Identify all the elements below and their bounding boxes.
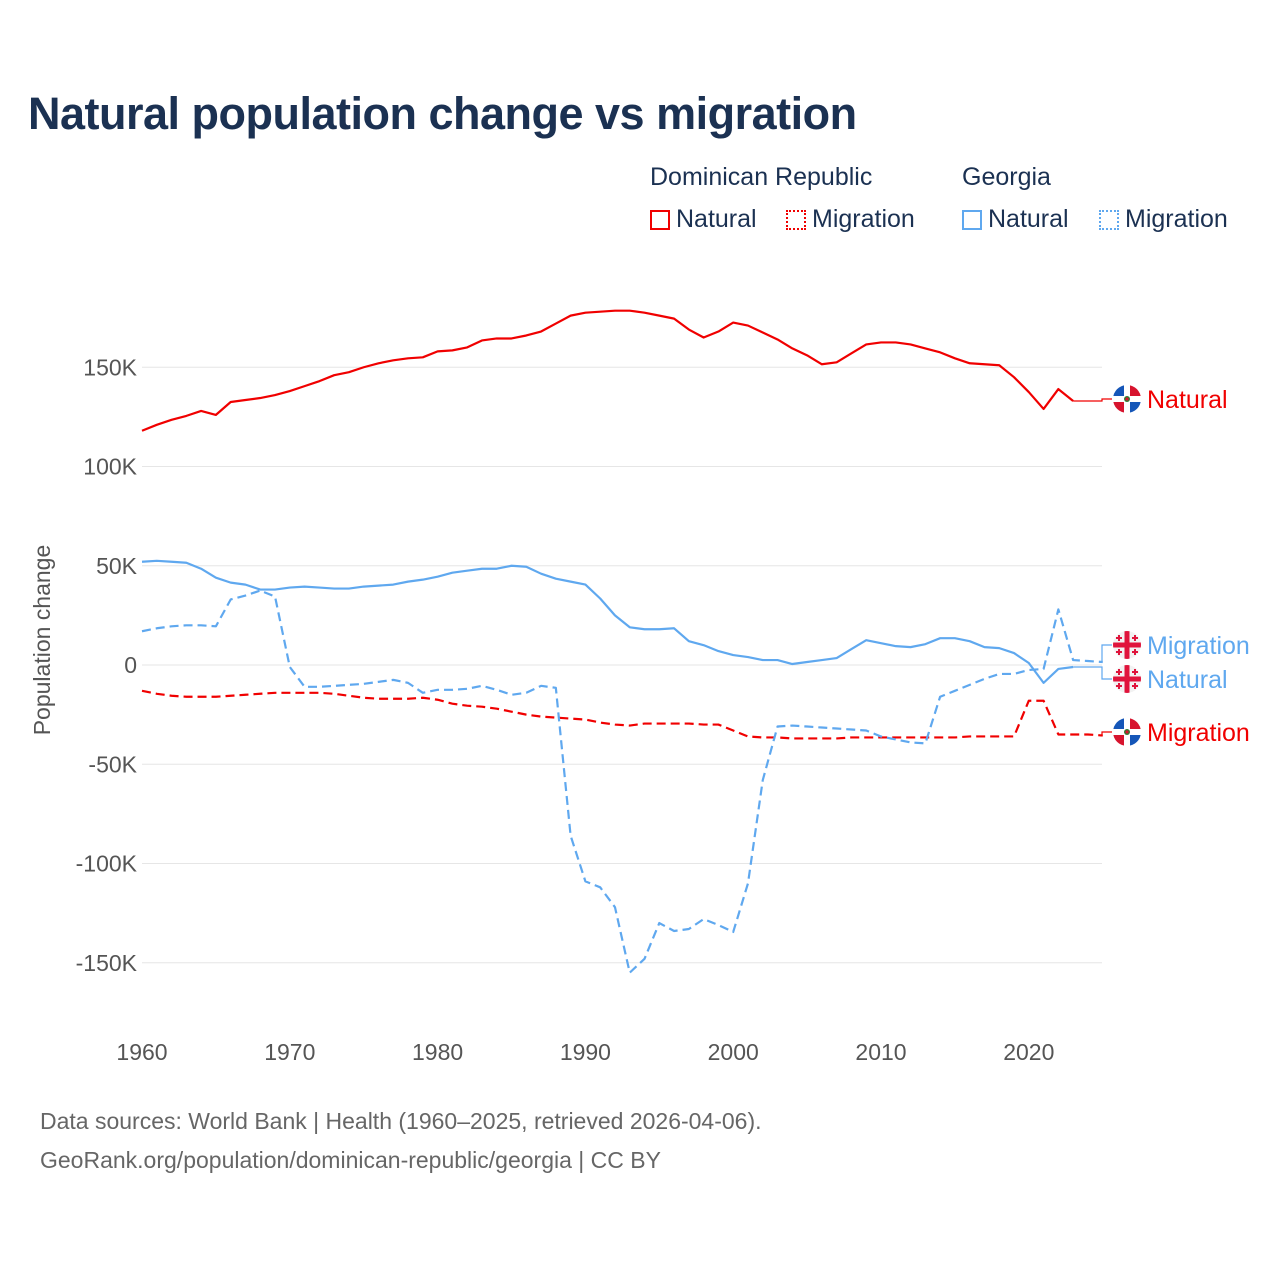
x-tick-label: 1980 (412, 1039, 463, 1065)
dominican-republic-flag-icon (1113, 718, 1141, 746)
dotted-swatch-icon (786, 209, 806, 230)
label-connector (1073, 666, 1112, 680)
series-line-ge_migration (141, 589, 1103, 974)
legend-label: Natural (988, 205, 1069, 233)
legend-label: Natural (676, 205, 757, 233)
line-chart: 150K 100K 50K 0 -50K -100K -150K 1960 1970 1980 1… (29, 309, 1250, 1065)
georgia-flag-icon (1113, 665, 1141, 693)
x-tick-label: 2000 (708, 1039, 759, 1065)
label-connector (1073, 398, 1112, 402)
legend-item-ge-migration[interactable]: Migration (1099, 205, 1228, 234)
footer-sources: Data sources: World Bank | Health (1960–… (40, 1108, 762, 1134)
label-connector (1101, 644, 1112, 663)
series-line-dr_migration (141, 689, 1103, 740)
x-tick-label: 2010 (855, 1039, 906, 1065)
solid-swatch-icon (650, 209, 670, 230)
x-tick-label: 1970 (264, 1039, 315, 1065)
label-connector (1101, 731, 1112, 737)
solid-swatch-icon (962, 209, 982, 230)
series-line-dr_natural (141, 309, 1074, 432)
x-tick-label: 1960 (116, 1039, 167, 1065)
legend-item-dr-migration[interactable]: Migration (786, 205, 915, 234)
y-axis-label: Population change (29, 545, 55, 736)
legend-item-ge-natural[interactable]: Natural (962, 205, 1069, 234)
y-tick-label: 0 (124, 652, 137, 678)
dotted-swatch-icon (1099, 209, 1119, 230)
x-tick-label: 1990 (560, 1039, 611, 1065)
end-label-ge_natural: Natural (1147, 666, 1228, 694)
y-tick-label: 150K (83, 354, 137, 380)
end-label-dr_migration: Migration (1147, 719, 1250, 747)
y-tick-label: -150K (76, 950, 138, 976)
end-label-dr_natural: Natural (1147, 386, 1228, 414)
legend-label: Migration (812, 205, 915, 233)
legend-group-georgia: Georgia (962, 163, 1051, 191)
y-tick-label: 50K (96, 553, 138, 579)
legend-label: Migration (1125, 205, 1228, 233)
georgia-flag-icon (1113, 631, 1141, 659)
x-tick-label: 2020 (1003, 1039, 1054, 1065)
dominican-republic-flag-icon (1113, 385, 1141, 413)
series-line-ge_natural (141, 559, 1074, 684)
legend-group-dominican-republic: Dominican Republic (650, 163, 873, 191)
y-tick-label: -100K (76, 851, 138, 877)
footer-link[interactable]: GeoRank.org/population/dominican-republi… (40, 1147, 661, 1173)
chart-title: Natural population change vs migration (28, 88, 857, 139)
y-tick-label: -50K (88, 751, 137, 777)
end-label-ge_migration: Migration (1147, 632, 1250, 660)
y-tick-label: 100K (83, 454, 137, 480)
legend-item-dr-natural[interactable]: Natural (650, 205, 757, 234)
